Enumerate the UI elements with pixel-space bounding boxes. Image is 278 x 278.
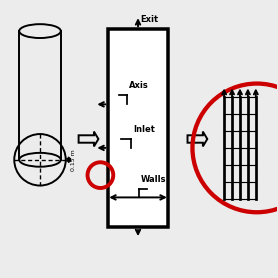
Text: 0.15 m: 0.15 m <box>71 149 76 171</box>
Bar <box>108 29 168 227</box>
Text: Inlet: Inlet <box>133 125 155 134</box>
Text: Exit: Exit <box>140 15 158 24</box>
Text: Axis: Axis <box>129 81 149 91</box>
Text: Walls: Walls <box>141 175 167 183</box>
